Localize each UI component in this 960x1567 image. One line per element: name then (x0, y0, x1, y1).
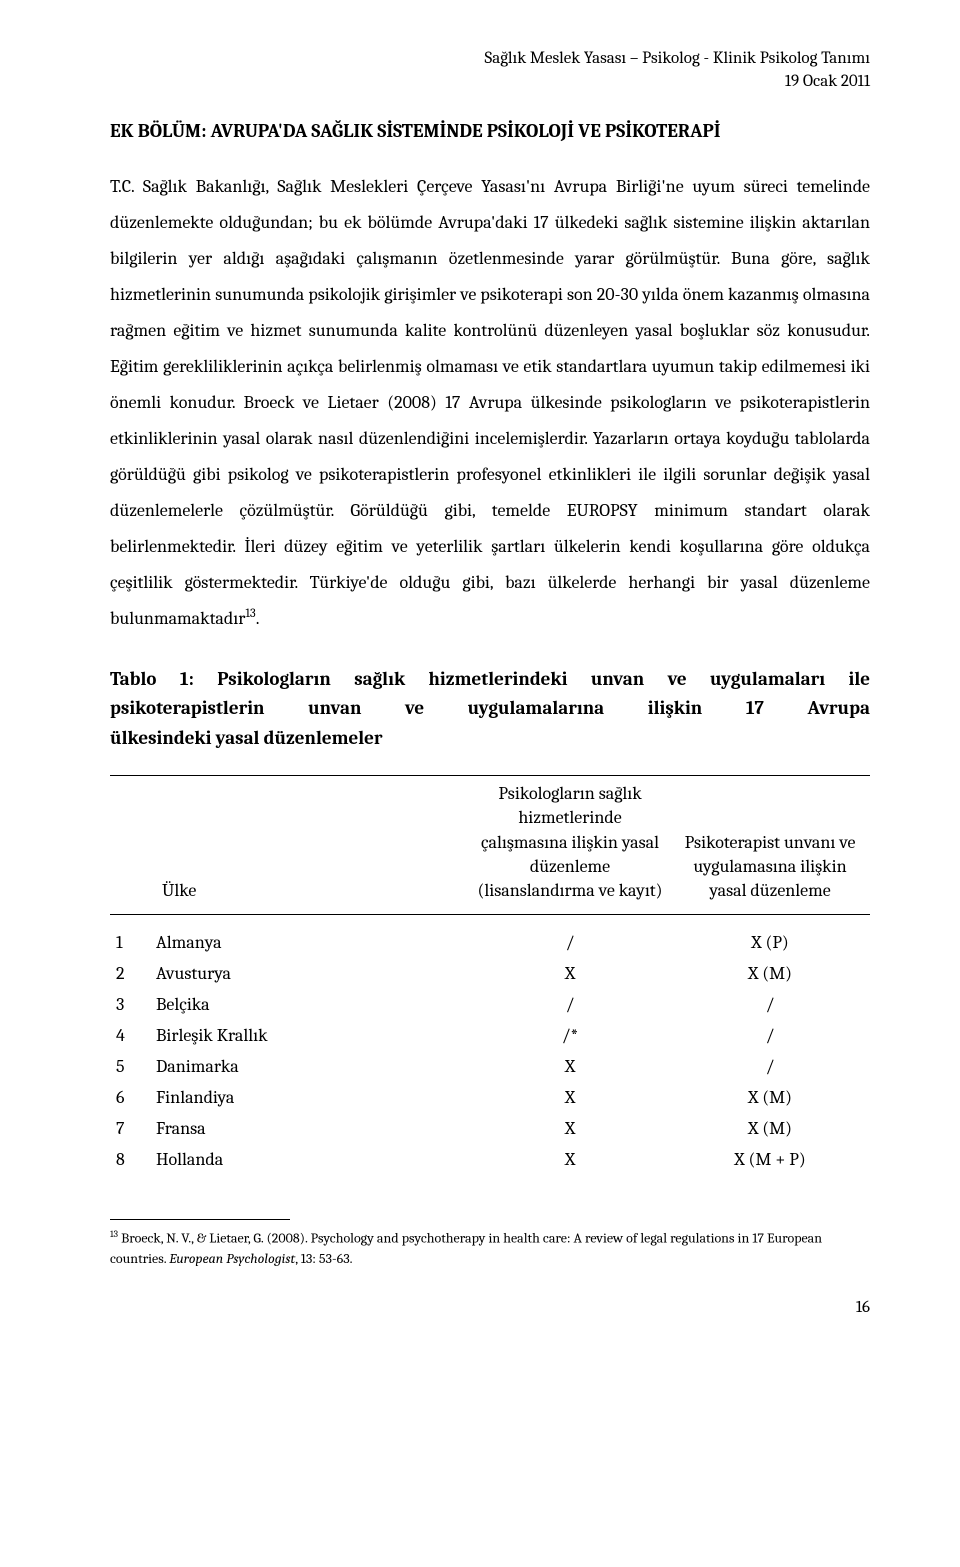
row-psych-reg: X (470, 1051, 670, 1082)
table-body: 1Almanya/X (P)2AvusturyaXX (M)3Belçika//… (110, 914, 870, 1175)
col-psych-reg: Psikologların sağlık hizmetlerinde çalış… (470, 776, 670, 914)
table-row: 4Birleşik Krallık/*/ (110, 1020, 870, 1051)
row-psych-reg: X (470, 958, 670, 989)
table-caption-line2: psikoterapistlerin unvan ve uygulamaları… (110, 694, 870, 723)
row-number: 6 (110, 1082, 150, 1113)
row-country: Belçika (150, 989, 470, 1020)
row-therapist-reg: X (M) (670, 958, 870, 989)
row-number: 7 (110, 1113, 150, 1144)
row-therapist-reg: / (670, 1051, 870, 1082)
row-country: Birleşik Krallık (150, 1020, 470, 1051)
table-caption-line1: Tablo 1: Psikologların sağlık hizmetleri… (110, 665, 870, 694)
header-line-1: Sağlık Meslek Yasası – Psikolog - Klinik… (110, 48, 870, 71)
table-header-row: Ülke Psikologların sağlık hizmetlerinde … (110, 776, 870, 914)
table-row: 7FransaXX (M) (110, 1113, 870, 1144)
row-therapist-reg: X (P) (670, 914, 870, 958)
row-number: 5 (110, 1051, 150, 1082)
section-heading: EK BÖLÜM: AVRUPA'DA SAĞLIK SİSTEMİNDE PS… (110, 122, 870, 141)
table-caption-line3: ülkesindeki yasal düzenlemeler (110, 724, 870, 753)
body-text: T.C. Sağlık Bakanlığı, Sağlık Meslekleri… (110, 176, 870, 629)
row-therapist-reg: X (M) (670, 1113, 870, 1144)
row-therapist-reg: / (670, 989, 870, 1020)
row-country: Fransa (150, 1113, 470, 1144)
row-therapist-reg: / (670, 1020, 870, 1051)
row-number: 3 (110, 989, 150, 1020)
row-country: Hollanda (150, 1144, 470, 1175)
table-row: 5DanimarkaX/ (110, 1051, 870, 1082)
footnote-text-post: , 13: 53-63. (295, 1250, 352, 1267)
col-country: Ülke (110, 776, 470, 914)
row-number: 4 (110, 1020, 150, 1051)
row-psych-reg: X (470, 1144, 670, 1175)
data-table: Ülke Psikologların sağlık hizmetlerinde … (110, 775, 870, 1174)
row-number: 8 (110, 1144, 150, 1175)
table-row: 8HollandaXX (M + P) (110, 1144, 870, 1175)
col-therapist-reg: Psikoterapist unvanı ve uygulamasına ili… (670, 776, 870, 914)
row-psych-reg: / (470, 989, 670, 1020)
period: . (256, 608, 260, 629)
row-number: 2 (110, 958, 150, 989)
running-header: Sağlık Meslek Yasası – Psikolog - Klinik… (110, 48, 870, 94)
table-row: 2AvusturyaXX (M) (110, 958, 870, 989)
page-number: 16 (110, 1299, 870, 1316)
row-psych-reg: X (470, 1113, 670, 1144)
footnote-marker: 13 (110, 1229, 118, 1240)
table-caption: Tablo 1: Psikologların sağlık hizmetleri… (110, 665, 870, 753)
row-country: Avusturya (150, 958, 470, 989)
row-country: Danimarka (150, 1051, 470, 1082)
table-row: 3Belçika// (110, 989, 870, 1020)
row-psych-reg: X (470, 1082, 670, 1113)
table-row: 6FinlandiyaXX (M) (110, 1082, 870, 1113)
row-psych-reg: / (470, 914, 670, 958)
footnote-ref: 13 (245, 607, 255, 621)
row-country: Finlandiya (150, 1082, 470, 1113)
footnote-journal: European Psychologist (169, 1250, 295, 1267)
footnote-separator (110, 1219, 290, 1220)
row-country: Almanya (150, 914, 470, 958)
row-therapist-reg: X (M) (670, 1082, 870, 1113)
row-therapist-reg: X (M + P) (670, 1144, 870, 1175)
footnote: 13 Broeck, N. V., & Lietaer, G. (2008). … (110, 1228, 870, 1269)
header-line-2: 19 Ocak 2011 (110, 71, 870, 94)
row-number: 1 (110, 914, 150, 958)
row-psych-reg: /* (470, 1020, 670, 1051)
table-row: 1Almanya/X (P) (110, 914, 870, 958)
body-paragraph: T.C. Sağlık Bakanlığı, Sağlık Meslekleri… (110, 169, 870, 637)
